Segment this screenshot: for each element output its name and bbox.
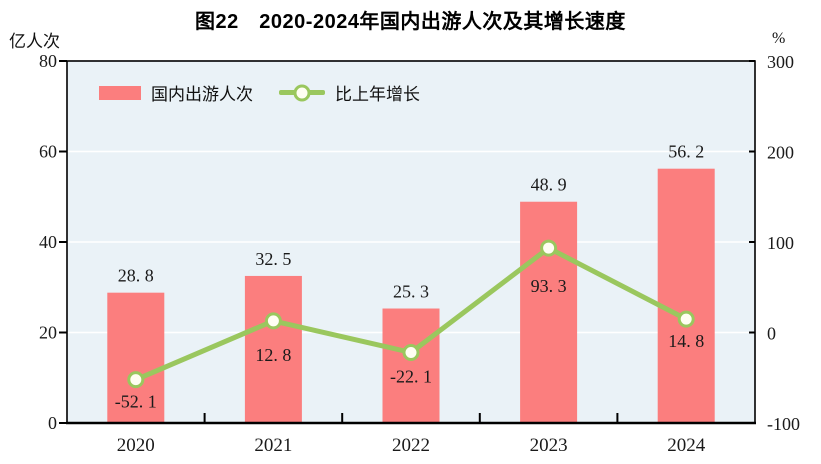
bar-series-swatch-icon: [99, 85, 141, 100]
legend: 国内出游人次 比上年增长: [99, 80, 420, 105]
bar-2020: [107, 292, 165, 423]
x-axis-label-2023: 2023: [530, 435, 568, 456]
line-marker-2021: [264, 312, 282, 330]
right-axis-unit: %: [772, 30, 786, 47]
chart-title: 图22 2020-2024年国内出游人次及其增长速度: [195, 11, 626, 33]
left-axis-unit: 亿人次: [9, 32, 60, 51]
left-axis-tick-label: 40: [39, 232, 57, 252]
right-axis-tick-label: 0: [767, 324, 776, 344]
bar-2021: [244, 275, 302, 423]
bar-value-label: 28. 8: [118, 266, 154, 286]
line-value-label: 93. 3: [531, 276, 567, 296]
left-axis-tick-label: 20: [39, 323, 57, 343]
bar-2024: [657, 168, 715, 423]
line-value-label: 12. 8: [255, 345, 291, 365]
bar-2022: [382, 308, 440, 423]
line-marker-2023: [540, 239, 558, 257]
line-marker-2024: [677, 310, 695, 328]
line-marker-2022: [402, 344, 420, 362]
right-axis-tick-label: -100: [767, 414, 800, 434]
left-axis-tick-label: 80: [39, 51, 57, 71]
bar-value-label: 48. 9: [531, 175, 567, 195]
legend-item-bar: 国内出游人次: [99, 80, 253, 105]
line-series-swatch-icon: [279, 84, 325, 101]
legend-label-line: 比上年增长: [335, 85, 420, 104]
bar-value-label: 25. 3: [393, 282, 429, 302]
right-axis-tick-label: 200: [767, 143, 794, 163]
x-axis-label-2024: 2024: [667, 435, 706, 456]
right-axis-tick-label: 300: [767, 52, 794, 72]
line-value-label: -52. 1: [115, 392, 157, 412]
left-axis-tick-label: 60: [39, 142, 57, 162]
x-axis-label-2022: 2022: [392, 435, 430, 456]
line-value-label: -22. 1: [390, 367, 432, 387]
legend-item-line: 比上年增长: [279, 80, 420, 105]
line-marker-2020: [127, 371, 145, 389]
bar-2023: [520, 201, 578, 423]
legend-label-bar: 国内出游人次: [151, 85, 253, 104]
line-value-label: 14. 8: [668, 331, 704, 351]
x-axis-label-2020: 2020: [117, 435, 155, 456]
line-marker-icon: [293, 84, 311, 101]
right-axis-tick-label: 100: [767, 233, 794, 253]
x-axis-label-2021: 2021: [254, 435, 292, 456]
left-axis-tick-label: 0: [48, 413, 57, 433]
bar-value-label: 56. 2: [668, 142, 704, 162]
bar-value-label: 32. 5: [255, 249, 291, 269]
